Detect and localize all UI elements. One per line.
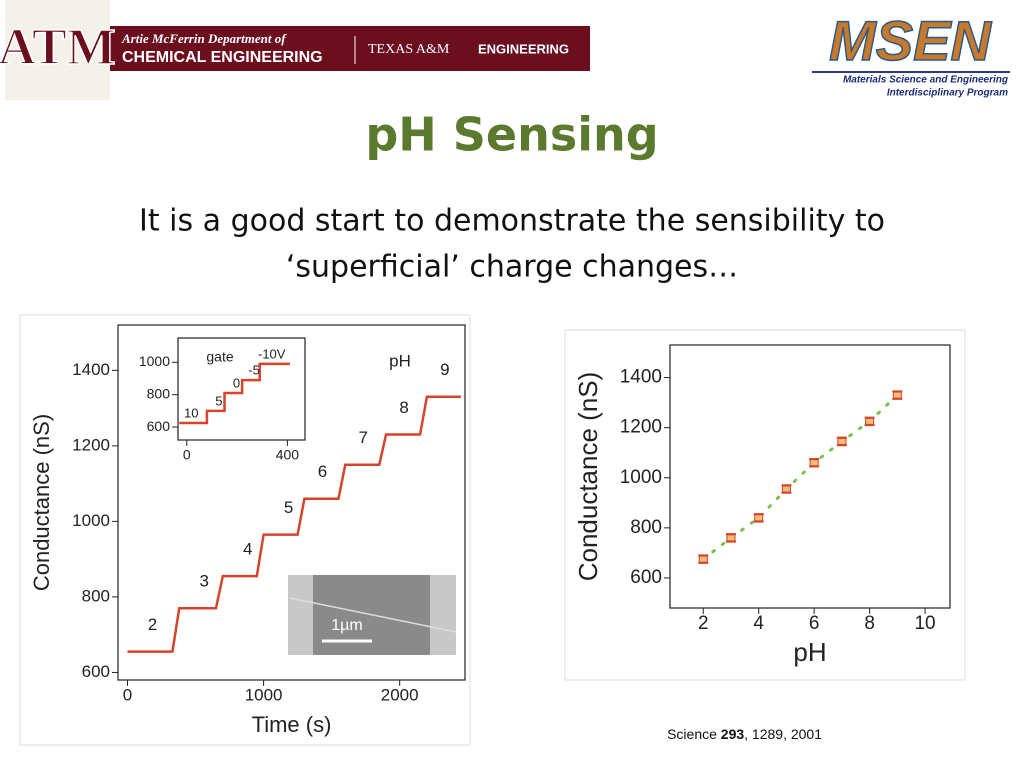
x-tick-label: 0 (123, 685, 132, 704)
x-tick-label: 4 (753, 613, 764, 634)
point (754, 514, 764, 522)
tamu-eng: ENGINEERING (478, 41, 569, 56)
step-label: 0 (233, 375, 240, 390)
step-label: 3 (200, 572, 209, 591)
scale-label: 1µm (331, 617, 362, 634)
point (892, 391, 902, 399)
y-tick-label: 800 (630, 517, 662, 538)
x-tick-label: 2000 (381, 685, 419, 704)
step-label: 7 (359, 428, 368, 447)
subtitle-line: ‘superficial’ charge changes… (286, 250, 738, 285)
y-axis-label: Conductance (nS) (573, 372, 603, 582)
slide-title: pH Sensing (365, 108, 658, 162)
data-line (127, 395, 461, 653)
step-label: 8 (399, 398, 408, 417)
x-tick-label: 8 (864, 613, 875, 634)
y-axis-label: Conductance (nS) (29, 414, 54, 591)
y-tick-label: 800 (82, 586, 110, 605)
step-label: 10 (184, 405, 198, 420)
x-tick-label: 10 (914, 613, 935, 634)
msen-line2: Interdisciplinary Program (887, 88, 1008, 99)
citation-volume: 293 (721, 726, 745, 742)
y-tick-label: 1400 (72, 360, 110, 379)
tamu: TEXAS A&M (368, 42, 450, 57)
y-tick-label: 600 (82, 662, 110, 681)
dept-line: Artie McFerrin Department of (121, 31, 287, 46)
point (781, 485, 791, 493)
x-tick-label: 0 (183, 447, 191, 463)
nanowire (289, 597, 457, 633)
y-tick-label: 800 (147, 385, 171, 401)
point (865, 417, 875, 425)
plot-frame (669, 344, 951, 609)
point (726, 534, 736, 542)
x-tick-label: 400 (276, 447, 300, 463)
citation-rest: , 1289, 2001 (744, 726, 822, 742)
panel-label: gate (206, 349, 233, 365)
x-tick-label: 2 (698, 613, 709, 634)
step-label: 9 (440, 360, 449, 379)
y-tick-label: 1400 (620, 367, 662, 388)
citation: Science 293, 1289, 2001 (667, 726, 822, 742)
x-tick-label: 1000 (245, 685, 283, 704)
sem-bright (430, 575, 456, 655)
step-label: 2 (148, 615, 157, 634)
msen-line1: Materials Science and Engineering (843, 75, 1008, 86)
step-label: 6 (318, 462, 327, 481)
msen-logo: MSEN (829, 9, 992, 72)
point (809, 459, 819, 467)
step-label: 5 (215, 393, 222, 408)
y-tick-label: 600 (630, 567, 662, 588)
sem-bright (288, 575, 313, 655)
logo: ATM (0, 19, 116, 76)
point (837, 437, 847, 445)
data-line (179, 362, 290, 425)
step-label: -5 (248, 363, 260, 378)
y-tick-label: 1000 (620, 467, 662, 488)
x-axis-label: Time (s) (252, 712, 332, 737)
y-tick-label: 1200 (72, 435, 110, 454)
citation-journal: Science (667, 726, 717, 742)
x-tick-label: 6 (809, 613, 820, 634)
panel-label: pH (389, 351, 411, 370)
y-tick-label: 1000 (72, 511, 110, 530)
subtitle-line: It is a good start to demonstrate the se… (139, 204, 885, 239)
y-tick-label: 1200 (620, 417, 662, 438)
y-tick-label: 600 (147, 418, 171, 434)
x-axis-label: pH (793, 637, 826, 667)
step-label: 5 (284, 498, 293, 517)
dept-name: CHEMICAL ENGINEERING (122, 49, 323, 66)
step-label: -10V (258, 346, 286, 361)
y-tick-label: 1000 (139, 353, 170, 369)
step-label: 4 (243, 540, 252, 559)
logo-box (5, 0, 110, 100)
point (698, 555, 708, 563)
